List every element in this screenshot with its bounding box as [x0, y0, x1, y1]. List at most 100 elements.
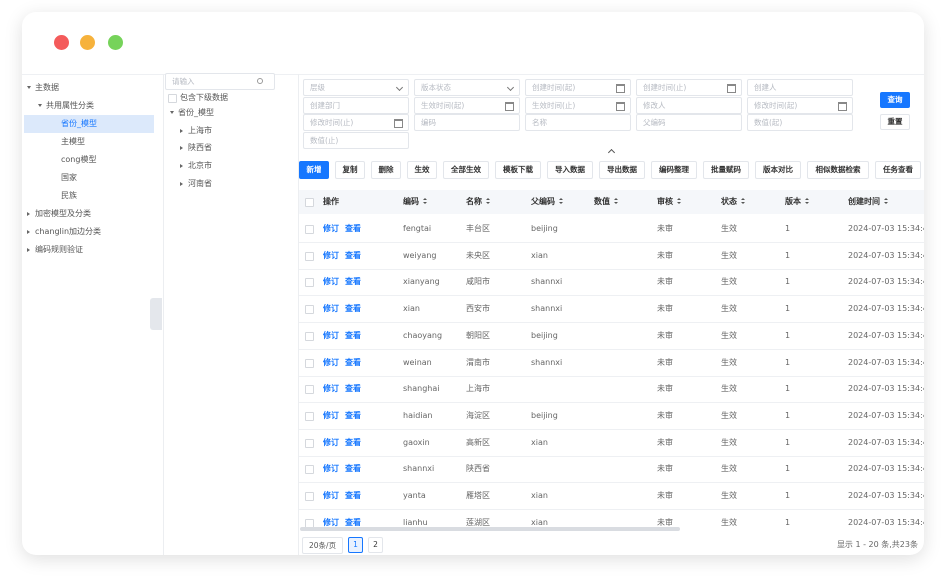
filter-text[interactable]: 名称 — [525, 114, 631, 132]
horizontal-scrollbar[interactable] — [300, 527, 680, 531]
checkbox[interactable] — [305, 438, 314, 448]
tree-toggle[interactable] — [180, 128, 183, 133]
query-button[interactable]: 查询 — [880, 92, 910, 108]
checkbox[interactable] — [305, 518, 314, 527]
toolbar-button[interactable]: 导入数据 — [547, 161, 593, 179]
checkbox[interactable] — [305, 465, 314, 475]
filter-text[interactable]: 创建部门 — [303, 96, 409, 114]
filter-date[interactable]: 创建时间(止) — [636, 79, 742, 96]
toolbar-button[interactable]: 导出数据 — [599, 161, 645, 179]
page-button[interactable]: 2 — [368, 537, 383, 553]
sort-icon[interactable] — [559, 198, 563, 206]
checkbox[interactable] — [305, 225, 314, 234]
collapse-handle[interactable] — [150, 298, 162, 330]
tree-toggle[interactable] — [180, 181, 183, 186]
page-button[interactable]: 1 — [348, 537, 363, 553]
filter-text[interactable]: 数值(起) — [747, 114, 853, 132]
toolbar-button[interactable]: 版本对比 — [755, 161, 801, 179]
action-link[interactable]: 修订 — [323, 224, 339, 233]
action-link[interactable]: 修订 — [323, 384, 339, 394]
panel-divider — [163, 74, 164, 555]
toolbar-button[interactable]: 生效 — [407, 161, 437, 179]
sort-icon[interactable] — [614, 198, 618, 206]
sort-icon[interactable] — [884, 198, 888, 206]
checkbox[interactable] — [168, 94, 177, 103]
toolbar-button[interactable]: 任务查看 — [875, 161, 921, 179]
action-link[interactable]: 修订 — [323, 491, 339, 500]
filter-text[interactable]: 创建人 — [747, 79, 853, 96]
action-link[interactable]: 查看 — [345, 357, 361, 367]
toolbar-button[interactable]: 编码整理 — [651, 161, 697, 179]
checkbox[interactable] — [305, 278, 314, 288]
sort-icon[interactable] — [741, 198, 745, 206]
action-link[interactable]: 查看 — [345, 410, 361, 420]
action-link[interactable]: 查看 — [345, 464, 361, 474]
close-button[interactable] — [54, 35, 69, 50]
action-link[interactable]: 修订 — [323, 250, 339, 260]
toolbar-button[interactable]: 批量赋码 — [703, 161, 749, 179]
toolbar-button[interactable]: 复制 — [335, 161, 365, 179]
action-link[interactable]: 修订 — [323, 437, 339, 447]
toolbar-button[interactable]: 新增 — [299, 161, 329, 179]
filter-text[interactable]: 修改人 — [636, 96, 742, 114]
selected-row[interactable] — [24, 115, 154, 133]
collapse-filters[interactable] — [607, 148, 616, 157]
checkbox[interactable] — [305, 385, 314, 395]
action-link[interactable]: 修订 — [323, 330, 339, 340]
filter-date[interactable]: 创建时间(起) — [525, 79, 631, 96]
checkbox[interactable] — [305, 305, 314, 315]
tree-toggle[interactable] — [180, 164, 183, 169]
action-link[interactable]: 查看 — [345, 224, 361, 233]
action-link[interactable]: 查看 — [345, 304, 361, 314]
tree-toggle[interactable] — [27, 248, 30, 252]
checkbox[interactable] — [305, 411, 314, 421]
search-input[interactable]: 请输入 — [165, 73, 275, 90]
toolbar-button[interactable]: 删除 — [371, 161, 401, 179]
maximize-button[interactable] — [108, 35, 123, 50]
action-link[interactable]: 查看 — [345, 517, 361, 527]
action-link[interactable]: 查看 — [345, 384, 361, 394]
sort-icon[interactable] — [805, 198, 809, 206]
tree-toggle[interactable] — [170, 111, 174, 114]
action-link[interactable]: 修订 — [323, 304, 339, 314]
action-link[interactable]: 查看 — [345, 330, 361, 340]
toolbar-button[interactable]: 相似数据检索 — [807, 161, 869, 179]
filter-date[interactable]: 生效时间(起) — [414, 96, 520, 114]
search-icon[interactable] — [257, 78, 263, 84]
action-link[interactable]: 修订 — [323, 357, 339, 367]
filter-date[interactable]: 修改时间(起) — [747, 96, 853, 114]
toolbar-button[interactable]: 全部生效 — [443, 161, 489, 179]
action-link[interactable]: 修订 — [323, 464, 339, 474]
minimize-button[interactable] — [80, 35, 95, 50]
action-link[interactable]: 修订 — [323, 410, 339, 420]
reset-button[interactable]: 重置 — [880, 114, 910, 130]
sort-icon[interactable] — [423, 198, 427, 206]
action-link[interactable]: 修订 — [323, 517, 339, 527]
toolbar-button[interactable]: 模板下载 — [495, 161, 541, 179]
filter-date[interactable]: 修改时间(止) — [303, 114, 409, 132]
tree-toggle[interactable] — [27, 212, 30, 216]
filter-text[interactable]: 编码 — [414, 114, 520, 132]
checkbox[interactable] — [305, 331, 314, 341]
checkbox[interactable] — [305, 251, 314, 261]
tree-toggle[interactable] — [27, 230, 30, 234]
action-link[interactable]: 修订 — [323, 277, 339, 287]
checkbox[interactable] — [305, 358, 314, 368]
checkbox[interactable] — [305, 198, 314, 207]
action-link[interactable]: 查看 — [345, 277, 361, 287]
sort-icon[interactable] — [677, 198, 681, 206]
filter-date[interactable]: 生效时间(止) — [525, 96, 631, 114]
filter-select[interactable]: 版本状态 — [414, 79, 520, 96]
action-link[interactable]: 查看 — [345, 491, 361, 500]
filter-text[interactable]: 数值(止) — [303, 132, 409, 150]
action-link[interactable]: 查看 — [345, 437, 361, 447]
checkbox[interactable] — [305, 492, 314, 501]
tree-toggle[interactable] — [180, 146, 183, 151]
filter-text[interactable]: 父编码 — [636, 114, 742, 132]
filter-select[interactable]: 层级 — [303, 79, 409, 96]
tree-toggle[interactable] — [38, 104, 42, 107]
sort-icon[interactable] — [486, 198, 490, 206]
page-size-select[interactable]: 20条/页 — [302, 537, 343, 554]
action-link[interactable]: 查看 — [345, 250, 361, 260]
tree-toggle[interactable] — [27, 86, 31, 89]
